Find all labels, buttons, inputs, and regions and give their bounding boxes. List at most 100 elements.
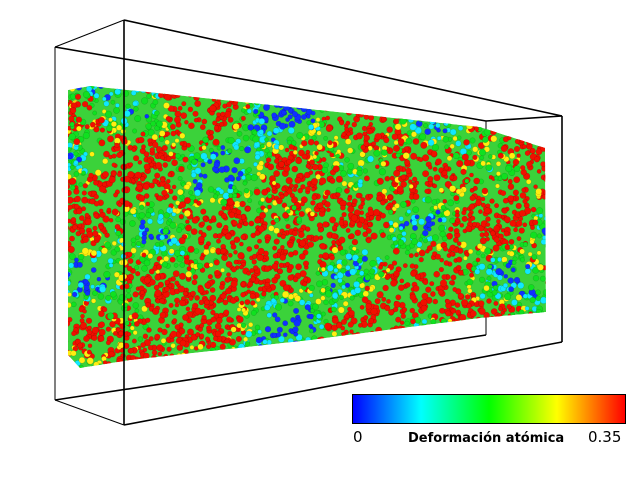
- atom: [331, 316, 339, 324]
- atom: [229, 348, 236, 355]
- atom: [528, 340, 536, 348]
- atom: [480, 90, 486, 96]
- atom: [424, 196, 432, 204]
- atom: [348, 233, 355, 240]
- atom: [537, 369, 543, 375]
- atom: [545, 279, 546, 286]
- atom: [297, 86, 303, 88]
- atom: [535, 350, 542, 357]
- atom: [257, 329, 262, 334]
- atom: [405, 137, 413, 145]
- atom: [488, 363, 494, 368]
- atom: [351, 121, 358, 128]
- atom: [302, 365, 310, 368]
- atom: [468, 346, 475, 353]
- atom: [456, 135, 462, 140]
- atom: [68, 148, 69, 154]
- atom: [129, 207, 137, 215]
- atom: [347, 107, 354, 114]
- colorbar-min-label: 0: [353, 428, 363, 446]
- atom: [329, 255, 335, 261]
- atom: [243, 188, 250, 194]
- atom: [185, 358, 193, 366]
- atom: [291, 205, 297, 211]
- atom: [68, 302, 72, 308]
- atom: [454, 362, 459, 368]
- atom: [158, 130, 166, 137]
- atom: [319, 242, 327, 250]
- atom: [274, 350, 282, 358]
- atom: [317, 362, 323, 368]
- atom: [402, 354, 409, 361]
- atom: [365, 108, 372, 115]
- atom: [466, 350, 471, 356]
- atom: [188, 295, 194, 301]
- atom: [341, 259, 348, 266]
- atom: [220, 93, 227, 100]
- atom: [406, 331, 412, 337]
- atom: [220, 293, 227, 300]
- atom: [87, 191, 93, 196]
- atom: [491, 289, 498, 296]
- atom: [192, 178, 198, 184]
- atom: [131, 147, 137, 153]
- atom: [184, 120, 189, 125]
- atom: [261, 188, 269, 196]
- atom: [174, 324, 181, 330]
- atom: [125, 86, 132, 89]
- atom: [263, 265, 271, 273]
- atom: [196, 262, 204, 270]
- atom: [521, 144, 527, 150]
- atom: [490, 358, 496, 364]
- atom: [216, 238, 221, 244]
- atom: [411, 353, 418, 360]
- atom: [449, 251, 455, 257]
- atom: [218, 357, 224, 362]
- atom: [412, 176, 418, 182]
- atom: [457, 292, 464, 299]
- atom: [216, 222, 223, 229]
- atom: [469, 195, 476, 202]
- atom: [227, 198, 234, 206]
- atom: [492, 318, 499, 326]
- atom: [453, 347, 459, 353]
- atom: [522, 198, 528, 204]
- atom: [82, 91, 90, 98]
- atom: [254, 154, 261, 160]
- atom: [62, 114, 68, 120]
- atom: [543, 139, 546, 146]
- atom: [518, 227, 525, 234]
- atom: [493, 175, 499, 181]
- atom: [263, 207, 269, 213]
- atom: [286, 347, 293, 354]
- atom: [454, 341, 462, 349]
- atom: [193, 117, 199, 123]
- atom: [186, 164, 193, 170]
- atom: [408, 179, 413, 184]
- atom: [141, 265, 148, 272]
- atom: [336, 346, 344, 354]
- atom: [255, 94, 261, 100]
- atom: [260, 197, 265, 203]
- atom: [416, 115, 422, 121]
- atom: [78, 356, 86, 364]
- atom: [247, 281, 254, 288]
- atom: [286, 159, 292, 165]
- atom: [544, 174, 546, 181]
- atom: [294, 356, 302, 363]
- atom: [393, 169, 401, 177]
- atom: [391, 334, 396, 340]
- atom: [129, 325, 135, 331]
- atom: [480, 253, 486, 259]
- atom: [521, 325, 528, 332]
- atom: [388, 227, 395, 233]
- atom: [482, 136, 489, 143]
- atom: [447, 355, 453, 361]
- atom: [277, 335, 285, 343]
- atom: [151, 141, 159, 149]
- atom: [68, 361, 70, 368]
- atom: [341, 318, 348, 325]
- atom: [539, 275, 546, 282]
- atom: [234, 353, 242, 361]
- atom: [494, 322, 501, 329]
